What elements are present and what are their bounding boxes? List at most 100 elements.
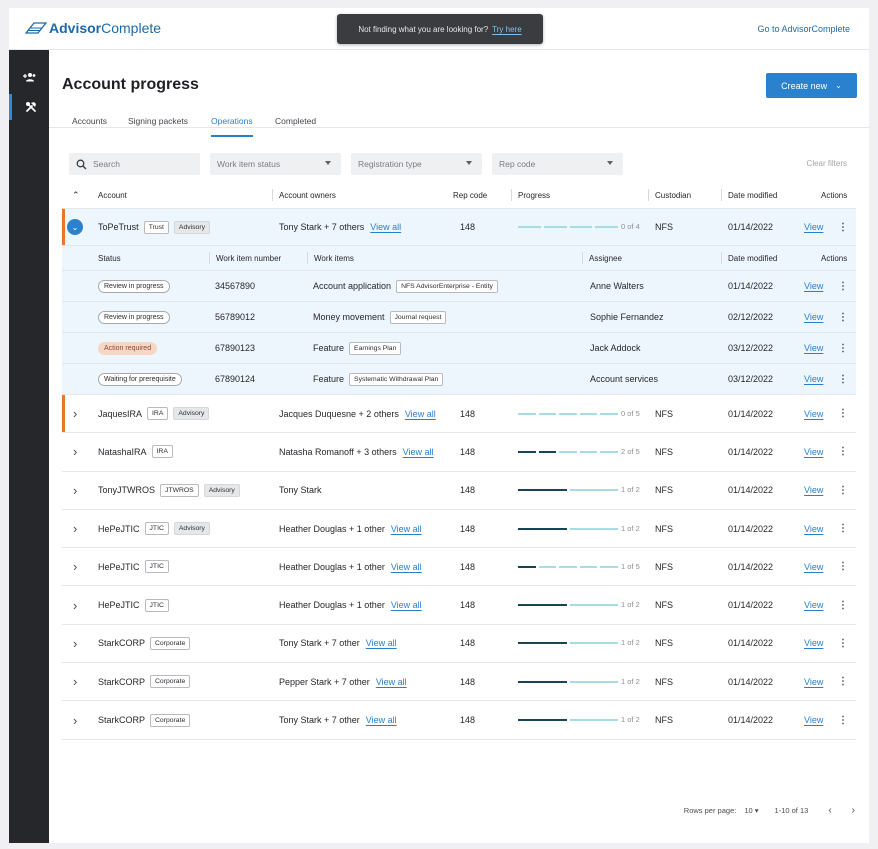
- expand-row-icon[interactable]: ›: [73, 635, 78, 651]
- tab-operations[interactable]: Operations: [211, 116, 253, 137]
- view-link[interactable]: View: [804, 587, 823, 624]
- rep-code-select[interactable]: Rep code: [492, 153, 623, 175]
- table-row[interactable]: › HePeJTIC JTIC Heather Douglas + 1 other Vi…: [62, 586, 856, 625]
- sort-icon[interactable]: ⌃: [72, 190, 80, 200]
- work-item-status-label: Work item status: [217, 159, 281, 169]
- view-all-link[interactable]: View all: [390, 600, 422, 611]
- view-link[interactable]: View: [804, 209, 823, 245]
- account-name-cell[interactable]: HePeJTIC JTIC: [98, 548, 169, 585]
- more-actions-icon[interactable]: ⋮: [838, 280, 848, 292]
- table-row[interactable]: › HePeJTIC JTIC Heather Douglas + 1 other Vi…: [62, 548, 856, 587]
- more-actions-icon[interactable]: ⋮: [838, 446, 848, 458]
- more-actions-icon[interactable]: ⋮: [838, 676, 848, 688]
- view-link[interactable]: View: [804, 510, 823, 547]
- clear-filters-button[interactable]: Clear filters: [806, 159, 847, 168]
- rows-per-page-select[interactable]: 10 ▾: [744, 806, 759, 815]
- view-link[interactable]: View: [804, 625, 823, 662]
- tab-signing-packets[interactable]: Signing packets: [128, 116, 189, 126]
- more-actions-icon[interactable]: ⋮: [838, 484, 848, 496]
- expand-row-icon[interactable]: ›: [73, 482, 78, 498]
- sidebar-add-user[interactable]: [9, 64, 49, 90]
- table-row[interactable]: › NatashaIRA IRA Natasha Romanoff + 3 other…: [62, 433, 856, 472]
- prev-page-icon[interactable]: ‹: [828, 805, 832, 816]
- account-name-cell[interactable]: JaquesIRA IRA Advisory: [98, 395, 210, 432]
- more-actions-icon[interactable]: ⋮: [838, 714, 848, 726]
- view-all-link[interactable]: View all: [365, 638, 397, 649]
- more-actions-icon[interactable]: ⋮: [838, 373, 848, 385]
- more-actions-icon[interactable]: ⋮: [838, 561, 848, 573]
- view-link[interactable]: View: [804, 701, 823, 738]
- table-row-expanded[interactable]: ⌄ ToPeTrust Trust Advisory Tony Stark + 7 ot…: [62, 209, 856, 246]
- expand-row-icon[interactable]: ›: [73, 559, 78, 575]
- account-name-cell[interactable]: TonyJTWROS JTWROS Advisory: [98, 472, 240, 509]
- more-actions-icon[interactable]: ⋮: [838, 637, 848, 649]
- table-row[interactable]: › StarkCORP Corporate Tony Stark + 7 other V…: [62, 701, 856, 740]
- expand-row-icon[interactable]: ›: [73, 674, 78, 690]
- more-actions-icon[interactable]: ⋮: [838, 342, 848, 354]
- view-link[interactable]: View: [804, 395, 823, 432]
- next-page-icon[interactable]: ›: [851, 805, 855, 816]
- registration-type-select[interactable]: Registration type: [351, 153, 482, 175]
- view-link[interactable]: View: [804, 663, 823, 700]
- view-link[interactable]: View: [804, 333, 823, 363]
- view-all-link[interactable]: View all: [365, 715, 397, 726]
- account-name-cell[interactable]: StarkCORP Corporate: [98, 701, 191, 738]
- view-link[interactable]: View: [804, 548, 823, 585]
- tab-completed[interactable]: Completed: [275, 116, 317, 126]
- account-name-cell[interactable]: ToPeTrust Trust Advisory: [98, 209, 210, 245]
- table-row[interactable]: › HePeJTIC JTIC Advisory Heather Douglas + 1…: [62, 509, 856, 549]
- work-item-name: Account application: [313, 281, 392, 291]
- view-all-link[interactable]: View all: [404, 408, 436, 419]
- view-all-link[interactable]: View all: [370, 222, 402, 232]
- account-owners: Jacques Duquesne + 2 others: [279, 408, 399, 419]
- brand-logo[interactable]: Advisor Complete: [25, 20, 161, 36]
- work-item-status-select[interactable]: Work item status: [210, 153, 341, 175]
- table-row[interactable]: › StarkCORP Corporate Pepper Stark + 7 othe…: [62, 663, 856, 702]
- expand-row-icon[interactable]: ›: [73, 406, 78, 422]
- account-name-cell[interactable]: HePeJTIC JTIC Advisory: [98, 510, 210, 547]
- custodian: NFS: [655, 561, 673, 572]
- table-row[interactable]: › JaquesIRA IRA Advisory Jacques Duquesne + …: [62, 395, 856, 434]
- expand-row-icon[interactable]: ›: [73, 521, 78, 537]
- work-item-row[interactable]: Waiting for prerequisite 67890124 Feature S…: [62, 364, 856, 395]
- expand-row-icon[interactable]: ›: [73, 597, 78, 613]
- more-actions-icon[interactable]: ⋮: [838, 221, 848, 233]
- account-name-cell[interactable]: NatashaIRA IRA: [98, 433, 173, 470]
- goto-link[interactable]: Go to AdvisorComplete: [757, 24, 850, 34]
- view-all-link[interactable]: View all: [390, 561, 422, 572]
- table-row[interactable]: › StarkCORP Corporate Tony Stark + 7 other V…: [62, 624, 856, 664]
- table-row[interactable]: › TonyJTWROS JTWROS Advisory Tony Stark 148 1 …: [62, 471, 856, 510]
- view-link-label: View: [804, 523, 824, 534]
- more-actions-icon[interactable]: ⋮: [838, 599, 848, 611]
- work-item-number: 67890124: [215, 374, 256, 384]
- expand-row-icon[interactable]: ›: [73, 712, 78, 728]
- tab-accounts[interactable]: Accounts: [72, 116, 107, 126]
- view-link[interactable]: View: [804, 271, 823, 301]
- more-actions-icon[interactable]: ⋮: [838, 311, 848, 323]
- account-name-cell[interactable]: HePeJTIC JTIC: [98, 587, 169, 624]
- work-item-name: Money movement: [313, 312, 385, 322]
- account-name-cell[interactable]: StarkCORP Corporate: [98, 663, 191, 700]
- expand-row-icon[interactable]: ›: [73, 444, 78, 460]
- view-link[interactable]: View: [804, 302, 823, 332]
- more-actions-icon[interactable]: ⋮: [838, 408, 848, 420]
- more-actions-icon[interactable]: ⋮: [838, 523, 848, 535]
- view-link[interactable]: View: [804, 472, 823, 509]
- view-all-link[interactable]: View all: [375, 676, 407, 687]
- view-all-link[interactable]: View all: [402, 446, 434, 457]
- toast-link[interactable]: Try here: [492, 24, 522, 34]
- progress-segment: [579, 412, 598, 415]
- account-name-cell[interactable]: StarkCORP Corporate: [98, 625, 191, 662]
- date-modified: 01/14/2022: [728, 485, 774, 496]
- collapse-row-button[interactable]: ⌄: [67, 209, 83, 245]
- search-input[interactable]: Search: [69, 153, 200, 175]
- account-owners-cell: Tony Stark + 7 other View all: [279, 701, 397, 738]
- work-item-row[interactable]: Review in progress 34567890 Account applic…: [62, 271, 856, 302]
- view-link[interactable]: View: [804, 433, 823, 470]
- view-all-link[interactable]: View all: [390, 523, 422, 534]
- work-item-row[interactable]: Action required 67890123 Feature Earnings P…: [62, 333, 856, 364]
- work-item-row[interactable]: Review in progress 56789012 Money movement…: [62, 302, 856, 333]
- view-link[interactable]: View: [804, 364, 823, 394]
- create-new-button[interactable]: Create new ⌄: [766, 73, 857, 98]
- sidebar-tools[interactable]: [9, 94, 49, 120]
